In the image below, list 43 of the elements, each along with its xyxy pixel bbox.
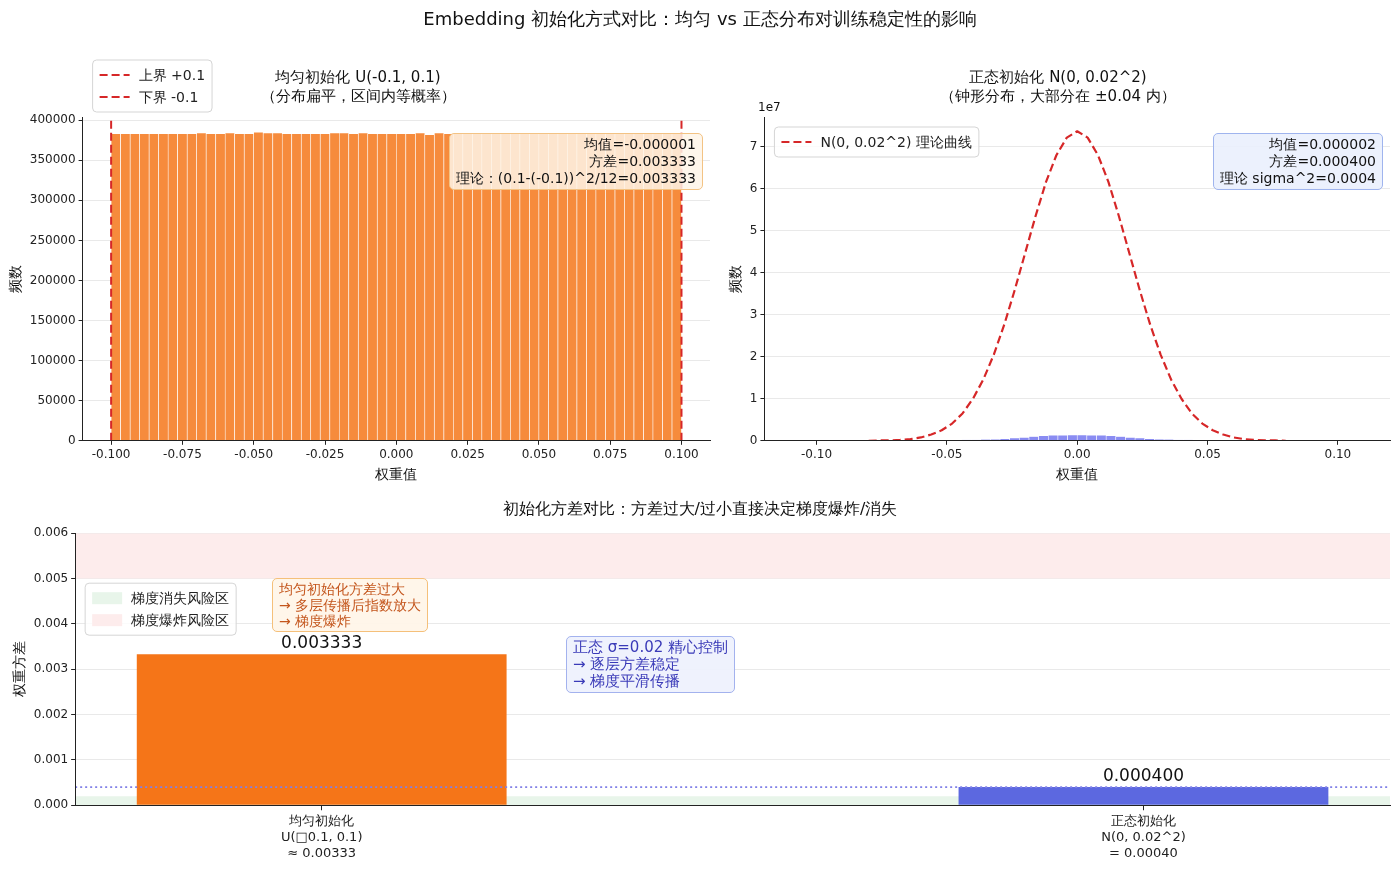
legend-label: 下界 -0.1 bbox=[138, 88, 199, 105]
y-tick-label: 100000 bbox=[29, 352, 76, 367]
y-tick-label: 0.004 bbox=[33, 616, 69, 631]
x-tick-label: -0.025 bbox=[305, 447, 345, 462]
chart-subtitle: （分布扁平，区间内等概率） bbox=[260, 86, 456, 105]
x-tick-label: 0.025 bbox=[450, 447, 485, 462]
y-tick-label: 0 bbox=[67, 432, 76, 447]
y-tick-label: 0.003 bbox=[33, 661, 69, 676]
legend-label: 梯度爆炸风险区 bbox=[130, 611, 230, 628]
annotation: 均匀初始化方差过大 → 多层传播后指数放大 → 梯度爆炸 bbox=[272, 578, 429, 632]
data-label: 0.003333 bbox=[281, 632, 363, 653]
x-tick-label: 均匀初始化 U(□0.1, 0.1) ≈ 0.00333 bbox=[280, 812, 363, 861]
legend-label: 梯度消失风险区 bbox=[130, 589, 230, 606]
chart-title: 初始化方差对比：方差过大/过小直接决定梯度爆炸/消失 bbox=[502, 498, 898, 518]
y-tick-label: 400000 bbox=[29, 112, 76, 127]
x-tick-label: 0.100 bbox=[664, 447, 699, 462]
y-tick-label: 0.006 bbox=[33, 525, 69, 540]
y-tick-label: 200000 bbox=[29, 272, 76, 287]
text: Embedding 初始化方式对比：均匀 vs 正态分布对训练稳定性的影响 bbox=[422, 8, 978, 30]
y-tick-label: 0.005 bbox=[33, 570, 69, 585]
y-tick-label: 0.002 bbox=[33, 706, 69, 721]
y-tick-label: 350000 bbox=[29, 152, 76, 167]
x-tick-label: 0.050 bbox=[521, 447, 557, 462]
y-tick-label: 250000 bbox=[29, 232, 76, 247]
data-label: 0.000400 bbox=[1102, 765, 1185, 786]
y-tick-label: 0.001 bbox=[33, 752, 69, 767]
chart-title: 均匀初始化 U(-0.1, 0.1) bbox=[274, 67, 441, 86]
x-tick-label: 0.000 bbox=[379, 447, 414, 462]
y-axis-title: 权重方差 bbox=[11, 641, 28, 699]
y-tick-label: 300000 bbox=[29, 192, 76, 207]
y-tick-label: 50000 bbox=[37, 392, 76, 407]
x-tick-label: -0.050 bbox=[234, 447, 274, 462]
x-tick-label: 正态初始化 N(0, 0.02^2) = 0.00040 bbox=[1101, 812, 1186, 861]
annotation: 正态 σ=0.02 精心控制 → 逐层方差稳定 → 梯度平滑传播 bbox=[566, 636, 736, 693]
y-tick-label: 0.000 bbox=[33, 797, 69, 812]
x-tick-label: -0.100 bbox=[91, 447, 131, 462]
x-axis-title: 权重值 bbox=[374, 466, 418, 483]
x-tick-label: -0.075 bbox=[163, 447, 202, 462]
x-tick-label: 0.075 bbox=[593, 447, 628, 462]
legend-label: 上界 +0.1 bbox=[138, 66, 206, 83]
y-axis-title: 频数 bbox=[7, 264, 24, 293]
annotation: 均值=-0.000001 方差=0.003333 理论：(0.1-(-0.1))^2/12=0.003333 bbox=[448, 133, 703, 190]
y-tick-label: 150000 bbox=[29, 312, 76, 327]
